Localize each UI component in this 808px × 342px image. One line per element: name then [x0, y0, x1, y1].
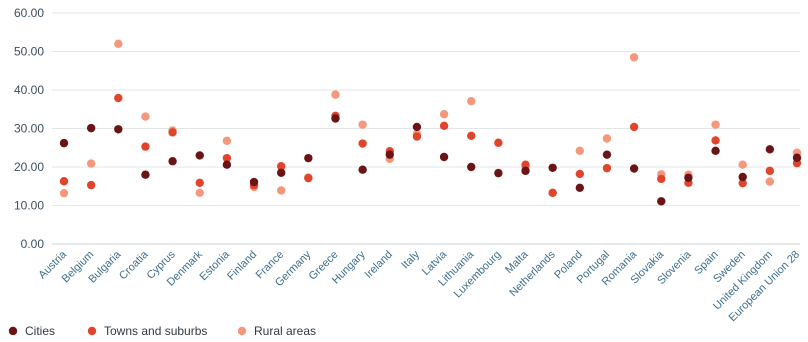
data-point: [195, 151, 204, 160]
data-point: [711, 136, 720, 145]
data-point: [575, 146, 585, 156]
legend-marker: [237, 326, 247, 336]
data-point: [548, 188, 557, 197]
data-point: [521, 160, 530, 169]
data-point: [86, 159, 96, 168]
y-tick-label: 50.00: [14, 45, 44, 59]
series-rural-areas: [59, 39, 802, 198]
data-point: [276, 168, 286, 177]
data-point: [141, 112, 150, 121]
data-point: [358, 139, 367, 148]
gridlines: [52, 12, 800, 245]
y-tick-label: 10.00: [14, 199, 44, 213]
legend-label: Rural areas: [254, 324, 316, 338]
data-point: [195, 188, 204, 197]
data-point: [358, 120, 367, 129]
data-point: [331, 114, 340, 123]
legend-label: Towns and suburbs: [104, 324, 207, 338]
data-point: [575, 183, 585, 192]
data-point: [249, 177, 259, 187]
y-tick-label: 30.00: [14, 122, 44, 136]
data-point: [59, 177, 69, 186]
data-point: [765, 166, 775, 176]
data-point: [59, 138, 69, 148]
data-point: [222, 160, 232, 169]
y-tick-label: 0.00: [21, 237, 45, 251]
data-point: [304, 153, 313, 163]
data-point: [494, 168, 503, 178]
data-point: [629, 53, 639, 62]
legend-item: Rural areas: [237, 324, 316, 338]
data-point: [114, 125, 123, 134]
x-tick-label: Ireland: [363, 249, 395, 281]
data-point: [711, 146, 720, 156]
x-tick-label: Estonia: [198, 248, 233, 283]
y-tick-label: 40.00: [14, 83, 44, 97]
x-tick-label: Croatia: [117, 248, 151, 282]
data-point: [86, 180, 96, 190]
series-cities: [59, 114, 802, 206]
data-point: [602, 134, 612, 143]
data-point: [439, 110, 449, 119]
y-axis-ticks: 0.00 10.00 20.00 30.00 40.00 50.00 60.00: [14, 6, 44, 251]
data-point: [222, 153, 232, 163]
data-point: [276, 186, 286, 195]
data-point: [412, 122, 422, 132]
data-point: [629, 164, 639, 173]
data-point: [602, 150, 612, 159]
x-tick-label: Italy: [399, 248, 422, 271]
data-point: [657, 197, 666, 206]
data-point: [738, 160, 747, 169]
data-point: [195, 178, 204, 187]
data-point: [276, 162, 286, 171]
data-point: [141, 142, 150, 151]
data-point: [141, 170, 150, 179]
legend-label: Cities: [25, 324, 55, 338]
legend-marker: [8, 326, 18, 336]
data-point: [467, 96, 476, 106]
data-point: [792, 153, 802, 162]
data-point: [521, 166, 530, 176]
data-point: [358, 165, 367, 174]
data-point: [467, 162, 476, 172]
data-point: [331, 90, 340, 99]
data-point: [222, 136, 232, 146]
data-point: [86, 123, 96, 133]
legend-item: Cities: [8, 324, 55, 338]
data-point: [304, 173, 313, 183]
data-point: [657, 174, 666, 184]
data-point: [467, 131, 476, 141]
series-towns-and-suburbs: [59, 93, 802, 197]
data-point: [738, 172, 747, 182]
data-point: [114, 93, 123, 103]
data-point: [385, 150, 394, 159]
y-tick-label: 60.00: [14, 6, 44, 20]
data-point: [575, 169, 585, 179]
data-point: [711, 120, 720, 129]
legend: Cities Towns and suburbs Rural areas: [8, 324, 316, 338]
data-point: [684, 173, 693, 182]
data-point: [168, 128, 177, 137]
legend-marker: [87, 326, 97, 336]
data-point: [59, 188, 69, 198]
data-point: [765, 145, 775, 154]
data-point: [548, 163, 557, 172]
data-point: [439, 152, 449, 162]
data-point: [168, 157, 177, 166]
data-point: [412, 132, 422, 141]
data-point: [765, 177, 775, 186]
y-tick-label: 20.00: [14, 160, 44, 174]
x-tick-label: Finland: [225, 249, 259, 283]
legend-item: Towns and suburbs: [87, 324, 207, 338]
data-points: [59, 39, 802, 206]
data-point: [114, 39, 123, 48]
data-point: [738, 178, 747, 188]
data-point: [494, 138, 503, 147]
data-point: [602, 163, 612, 173]
data-point: [629, 122, 639, 132]
data-point: [439, 121, 449, 131]
x-axis-ticks: AustriaBelgiumBulgariaCroatiaCyprusDenma…: [36, 248, 802, 324]
